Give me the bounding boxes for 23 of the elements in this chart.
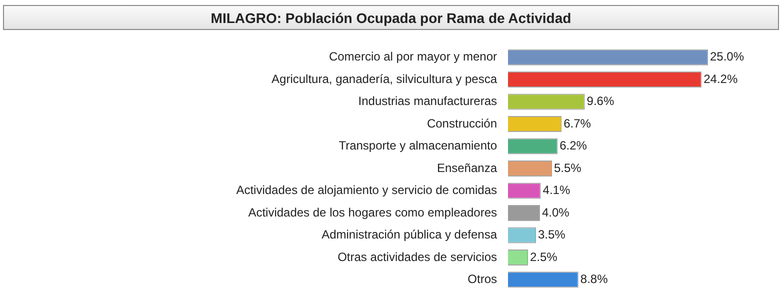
data-label: 4.0% [542, 205, 570, 220]
data-label: 5.5% [554, 160, 582, 175]
y-tick-label: Transporte y almacenamiento [338, 138, 498, 153]
y-tick-label: Otras actividades de servicios [338, 250, 497, 264]
y-tick-label: Comercio al por mayor y menor [328, 50, 497, 64]
data-label: 4.1% [542, 183, 570, 198]
y-tick-label: Actividades de los hogares como empleadores [248, 205, 497, 220]
data-label: 25.0% [710, 50, 744, 64]
data-label: 8.8% [580, 272, 608, 286]
y-tick-label: Agricultura, ganadería, silvicultura y pesca [272, 72, 498, 86]
text: MILAGRO: Población Ocupada por Rama de Actividad [3, 5, 779, 30]
data-label: 3.5% [538, 228, 566, 242]
y-tick-label: Actividades de alojamiento y servicio de comidas [236, 183, 497, 198]
y-tick-label: Otros [468, 272, 497, 286]
y-tick-label: Enseñanza [436, 160, 498, 175]
data-label: 6.7% [564, 116, 592, 130]
y-tick-label: Construcción [426, 116, 497, 130]
y-tick-label: Administración pública y defensa [322, 228, 498, 242]
data-label: 6.2% [560, 138, 588, 153]
y-tick-label: Industrias manufactureras [358, 94, 497, 108]
data-label: 24.2% [704, 72, 738, 86]
data-label: 9.6% [586, 94, 614, 108]
data-label: 2.5% [530, 250, 558, 264]
